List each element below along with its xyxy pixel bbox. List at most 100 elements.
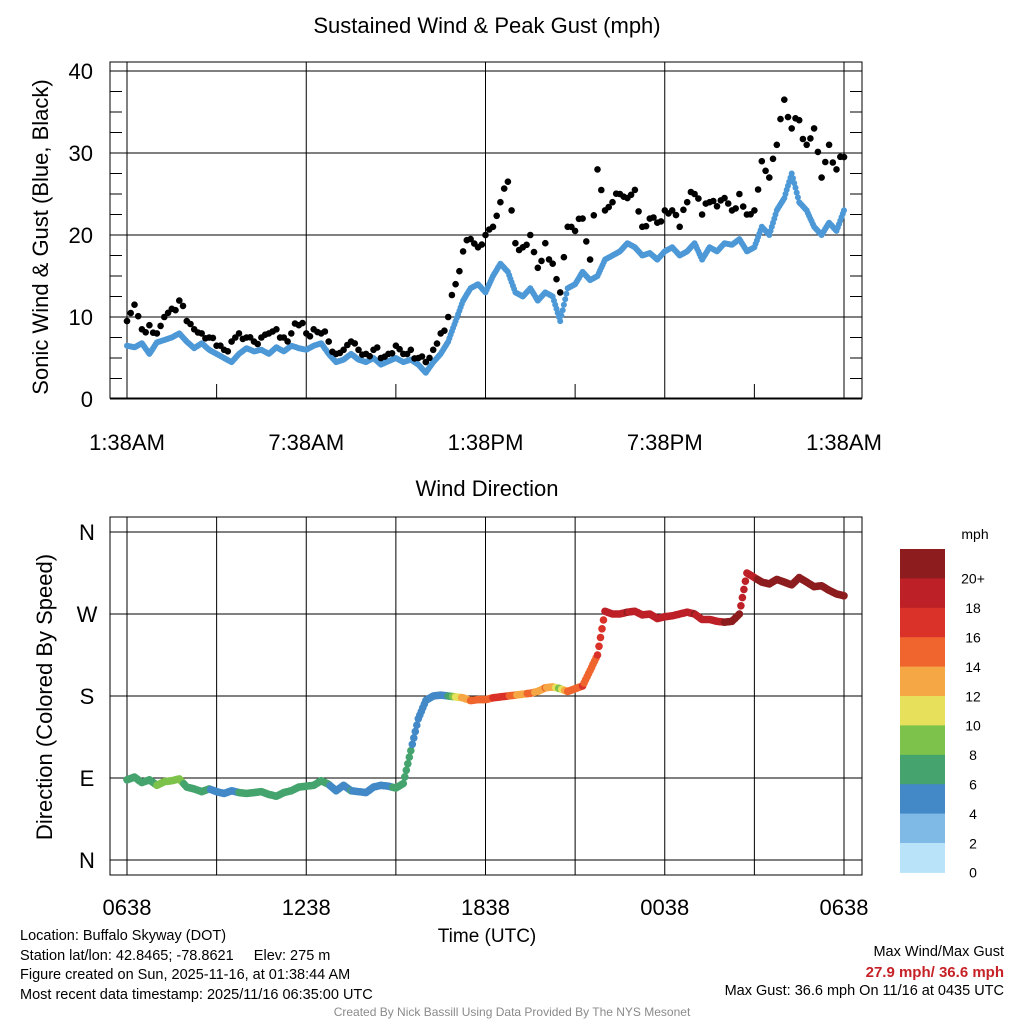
gust-point [273, 326, 280, 333]
gust-point [814, 148, 822, 156]
gust-point [698, 211, 706, 218]
gust-point [176, 297, 183, 304]
gust-point [508, 207, 515, 214]
gust-point [127, 309, 134, 317]
direction-xtick-label: 0038 [640, 895, 689, 920]
wind-ytick-label: 20 [69, 223, 93, 248]
gust-point [523, 241, 530, 249]
wind-point [562, 296, 569, 303]
gust-point [433, 340, 441, 347]
direction-point [737, 602, 745, 610]
gust-point [810, 125, 818, 132]
gust-point [739, 203, 747, 210]
gust-point [635, 208, 642, 215]
direction-chart-title: Wind Direction [415, 476, 558, 501]
wind-chart-frame [109, 61, 863, 399]
direction-chart-frame [109, 516, 863, 876]
direction-point [596, 633, 605, 642]
wind-point [788, 170, 795, 177]
colorbar-label: 20+ [961, 571, 985, 587]
gust-point [288, 330, 295, 337]
gust-point [680, 206, 687, 214]
gust-point [396, 345, 403, 353]
colorbar-label: 0 [969, 865, 977, 881]
gust-point [736, 190, 743, 198]
colorbar-label: 12 [965, 688, 981, 704]
wind-xtick-label: 7:38PM [627, 430, 703, 455]
direction-point [405, 753, 414, 761]
direction-point [404, 760, 412, 768]
wind-point [791, 180, 798, 187]
gust-point [840, 153, 848, 161]
gust-point [672, 211, 680, 219]
gust-point [403, 350, 411, 358]
gust-point [803, 141, 810, 149]
gust-point [444, 313, 452, 321]
gust-point [724, 200, 732, 207]
direction-point [738, 593, 747, 602]
gust-point [497, 198, 504, 206]
gust-point [325, 338, 333, 345]
gust-point [351, 340, 359, 347]
gust-point [355, 346, 362, 354]
gust-point [781, 96, 788, 103]
gust-point [657, 218, 665, 225]
direction-point [598, 625, 606, 633]
wind-point [560, 301, 567, 308]
sustained-wind-series [124, 170, 847, 376]
direction-xtick-label: 1838 [461, 895, 510, 920]
gust-point [429, 346, 437, 354]
gust-point [123, 317, 131, 325]
gust-point [650, 214, 657, 221]
gust-point [627, 191, 635, 199]
colorbar-label: 16 [965, 630, 981, 646]
colorbar-swatch [900, 696, 945, 726]
direction-xtick-label: 0638 [103, 895, 152, 920]
wind-point [792, 184, 799, 191]
gust-point [153, 330, 161, 337]
wind-point [841, 207, 847, 214]
gust-point [556, 289, 564, 296]
wind-xtick-label: 1:38AM [806, 430, 882, 455]
direction-series [123, 569, 848, 800]
gust-point [586, 256, 594, 263]
wind-point [563, 290, 570, 297]
wind-point [794, 194, 801, 201]
gust-point [493, 212, 501, 220]
colorbar-swatch [900, 549, 945, 579]
gust-point [553, 275, 560, 283]
wind-chart-ylabel: Sonic Wind & Gust (Blue, Black) [28, 79, 53, 394]
gust-point [534, 264, 542, 272]
gust-point [340, 346, 347, 354]
gust-point [807, 135, 814, 142]
direction-chart-xlabel: Time (UTC) [438, 926, 537, 947]
speed-colorbar: 20+ 18 16 14 12 10 8 6 4 2 0 [900, 549, 985, 881]
wind-point [559, 307, 566, 314]
colorbar-swatch [900, 637, 945, 668]
gust-point [825, 141, 833, 149]
colorbar-label: 2 [969, 835, 977, 851]
colorbar-label: 14 [965, 659, 981, 675]
wind-ytick-label: 40 [69, 59, 93, 84]
gust-point [683, 198, 691, 206]
gust-point [833, 166, 840, 173]
gust-point [784, 113, 792, 121]
direction-ytick-label: E [80, 766, 95, 791]
created-text: Figure created on Sun, 2025-11-16, at 01… [20, 967, 351, 983]
latlon-line: Station lat/lon: 42.8465; -78.8621 Elev:… [20, 947, 373, 967]
gust-point [795, 116, 803, 124]
gust-point [766, 174, 773, 181]
direction-point [740, 585, 748, 594]
peak-gust-series [123, 96, 848, 366]
direction-ytick-label: W [77, 602, 98, 627]
gust-point [594, 166, 601, 173]
wind-ytick-label: 0 [81, 387, 93, 412]
max-values: 27.9 mph/ 36.6 mph [865, 963, 1004, 981]
gust-point [459, 248, 467, 255]
gust-point [478, 241, 486, 248]
direction-point [593, 651, 602, 659]
gust-point [246, 334, 254, 341]
gust-point [710, 197, 717, 205]
gust-point [235, 330, 243, 337]
